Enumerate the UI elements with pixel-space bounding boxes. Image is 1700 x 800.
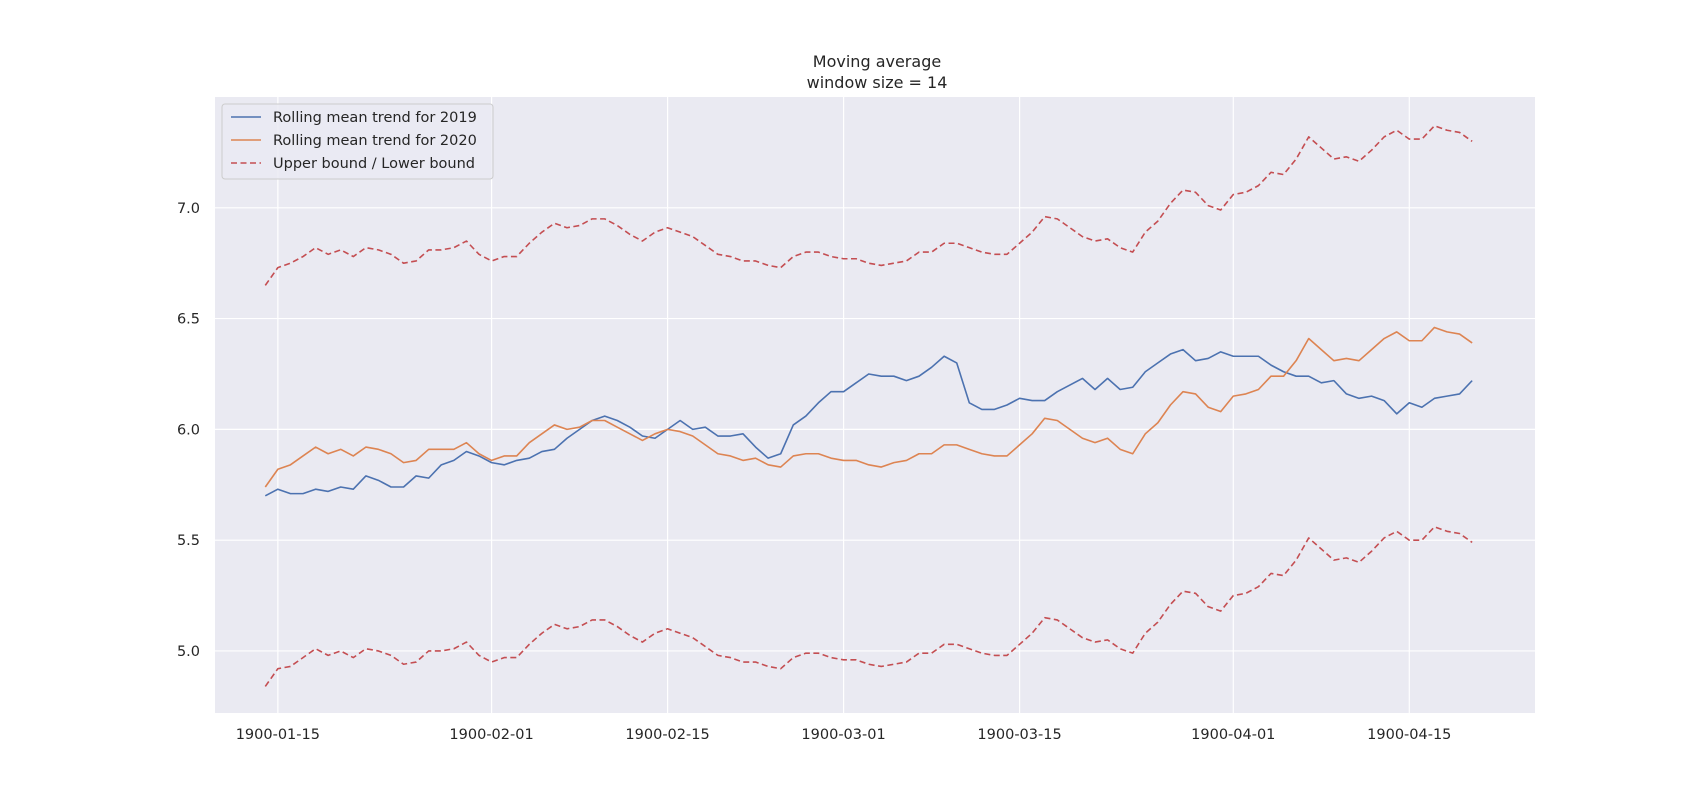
- y-axis-ticks: 5.0 5.5 6.0 6.5 7.0: [177, 201, 200, 660]
- legend-label: Rolling mean trend for 2020: [273, 133, 477, 149]
- y-tick-label: 6.0: [177, 422, 200, 438]
- x-tick-label: 1900-02-01: [449, 727, 533, 743]
- chart-title-line1: Moving average: [813, 52, 941, 71]
- plot-area: [215, 97, 1535, 713]
- y-tick-label: 5.0: [177, 644, 200, 660]
- y-tick-label: 6.5: [177, 312, 200, 328]
- chart-title-line2: window size = 14: [807, 73, 948, 92]
- series-line-3: [264, 526, 1473, 687]
- grid-lines: [215, 97, 1535, 713]
- x-tick-label: 1900-03-01: [801, 727, 885, 743]
- x-tick-label: 1900-04-01: [1191, 727, 1275, 743]
- x-tick-label: 1900-03-15: [977, 727, 1061, 743]
- legend-label: Rolling mean trend for 2019: [273, 110, 477, 126]
- series-line-2: [264, 125, 1473, 286]
- series-line-1: [264, 326, 1473, 488]
- series-line-0: [264, 348, 1473, 497]
- y-tick-label: 5.5: [177, 533, 200, 549]
- series-lines: [264, 125, 1473, 687]
- x-axis-ticks: 1900-01-15 1900-02-01 1900-02-15 1900-03-01…: [236, 727, 1452, 743]
- legend-label: Upper bound / Lower bound: [273, 156, 475, 172]
- x-tick-label: 1900-04-15: [1367, 727, 1451, 743]
- legend: Rolling mean trend for 2019 Rolling mean …: [221, 103, 494, 180]
- y-tick-label: 7.0: [177, 201, 200, 217]
- x-tick-label: 1900-02-15: [625, 727, 709, 743]
- legend-box: [221, 103, 494, 180]
- x-tick-label: 1900-01-15: [236, 727, 320, 743]
